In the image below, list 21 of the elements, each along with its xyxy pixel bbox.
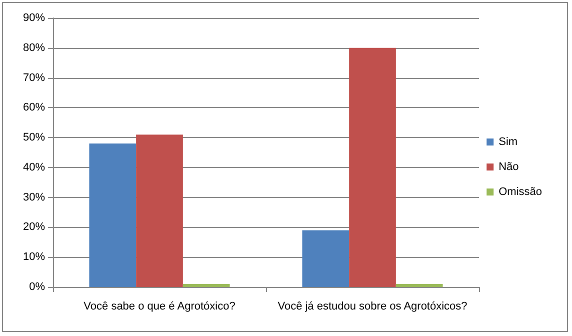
bar [302, 230, 350, 287]
x-tick-label: Você sabe o que é Agrotóxico? [84, 300, 236, 312]
bar [396, 284, 443, 287]
legend-label: Não [498, 161, 519, 173]
bar [89, 144, 136, 287]
x-tick-label: Você já estudou sobre os Agrotóxicos? [278, 300, 468, 312]
bar [349, 48, 396, 287]
y-tick-label: 70% [22, 72, 46, 84]
legend-label: Omissão [498, 186, 542, 198]
y-tick-label: 40% [22, 161, 46, 174]
y-tick-label: 30% [22, 191, 46, 204]
y-tick-label: 50% [22, 132, 46, 144]
legend-label: Sim [498, 136, 518, 148]
bar [136, 134, 183, 287]
y-tick-label: 0% [29, 281, 46, 293]
y-tick-label: 90% [22, 12, 46, 24]
y-tick-label: 60% [22, 102, 46, 114]
y-tick-label: 20% [22, 221, 46, 234]
y-tick-label: 10% [22, 251, 46, 264]
y-tick-label: 80% [22, 42, 46, 54]
bar [182, 284, 230, 287]
